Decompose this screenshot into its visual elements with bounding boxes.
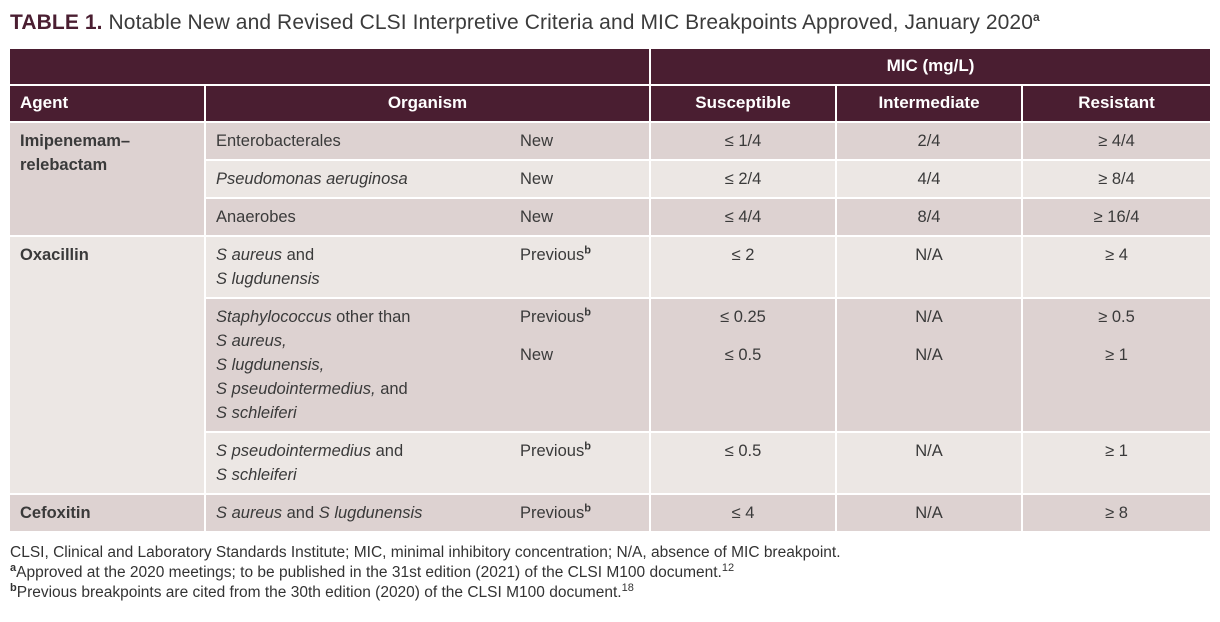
organism-cell: Pseudomonas aeruginosa: [205, 160, 510, 200]
resistant-cell: ≥ 4: [1022, 236, 1211, 300]
status-label: New: [520, 346, 554, 365]
resistant-cell: ≥ 16/4: [1022, 198, 1211, 238]
intermediate-cell: 4/4: [836, 160, 1023, 200]
footnote-superscript: b: [10, 581, 17, 594]
organism-cell: Anaerobes: [205, 198, 510, 238]
header-intermediate: Intermediate: [836, 85, 1023, 124]
breakpoints-table: MIC (mg/L) Agent Organism Susceptible In…: [10, 49, 1211, 532]
agent-cell: Cefoxitin: [10, 494, 206, 532]
table-row: Oxacillin S aureus and S lugdunensis Prev…: [10, 236, 1211, 496]
status-entry: New: [520, 167, 639, 191]
value: ≥ 1: [1105, 346, 1128, 365]
status-entry: New: [520, 129, 639, 153]
table-row: Staphylococcus other than S aureus, S lugd…: [10, 298, 1211, 434]
table-row: Cefoxitin S aureus and S lugdunensis Pre…: [10, 494, 1211, 532]
susceptible-cell: ≤ 2: [650, 236, 837, 300]
header-agent: Agent: [10, 85, 206, 124]
status-cell: New: [510, 122, 651, 162]
susceptible-cell: ≤ 4: [650, 494, 837, 532]
organism-cell: S aureus and S lugdunensis: [205, 494, 510, 532]
susceptible-cell: ≤ 0.5: [650, 432, 837, 496]
status-superscript: b: [584, 440, 591, 453]
footnotes: CLSI, Clinical and Laboratory Standards …: [10, 543, 1210, 603]
susceptible-cell: ≤ 0.25 ≤ 0.5: [650, 298, 837, 434]
status-label: New: [520, 208, 554, 227]
table-title-label: TABLE 1.: [10, 11, 103, 34]
intermediate-cell: N/A: [836, 236, 1023, 300]
organism-cell: Staphylococcus other than S aureus, S lugd…: [205, 298, 510, 434]
value: ≤ 0.25: [720, 308, 766, 327]
agent-cell: Imipenemam– relebactam: [10, 122, 206, 238]
footnote-reference: 18: [621, 581, 634, 594]
status-label: New: [520, 170, 554, 189]
status-label: Previous: [520, 308, 585, 327]
status-entry: Previousb: [520, 439, 639, 463]
footnote: CLSI, Clinical and Laboratory Standards …: [10, 543, 1210, 563]
intermediate-cell: N/A: [836, 432, 1023, 496]
organism-cell: S pseudointermedius and S schleiferi: [205, 432, 510, 496]
intermediate-cell: 8/4: [836, 198, 1023, 238]
organism-cell: S aureus and S lugdunensis: [205, 236, 510, 300]
value: ≥ 0.5: [1098, 308, 1135, 327]
status-cell: Previousb: [510, 236, 651, 300]
resistant-cell: ≥ 8: [1022, 494, 1211, 532]
table-row: Pseudomonas aeruginosa New ≤ 2/4 4/4 ≥ 8…: [10, 160, 1211, 200]
status-label: New: [520, 132, 554, 151]
status-cell: New: [510, 160, 651, 200]
header-spacer: [10, 49, 651, 87]
intermediate-cell: N/A N/A: [836, 298, 1023, 434]
intermediate-cell: 2/4: [836, 122, 1023, 162]
header-row-mic-group: MIC (mg/L): [10, 49, 1211, 87]
table-row: S pseudointermedius and S schleiferi Prev…: [10, 432, 1211, 496]
footnote-reference: 12: [721, 561, 735, 574]
table-title-text: Notable New and Revised CLSI Interpretiv…: [102, 11, 1033, 34]
table-header: MIC (mg/L) Agent Organism Susceptible In…: [10, 49, 1211, 124]
header-row-columns: Agent Organism Susceptible Intermediate …: [10, 85, 1211, 124]
footnote: bPrevious breakpoints are cited from the…: [10, 581, 1210, 603]
status-cell: New: [510, 198, 651, 238]
resistant-cell: ≥ 1: [1022, 432, 1211, 496]
header-susceptible: Susceptible: [650, 85, 837, 124]
agent-cell: Oxacillin: [10, 236, 206, 496]
status-entry: Previousb: [520, 305, 639, 329]
value: N/A: [915, 308, 943, 327]
status-entry: Previousb: [520, 243, 639, 267]
header-mic-group: MIC (mg/L): [650, 49, 1211, 87]
resistant-cell: ≥ 4/4: [1022, 122, 1211, 162]
footnote: aApproved at the 2020 meetings; to be pu…: [10, 561, 1210, 583]
value: N/A: [915, 346, 943, 365]
status-label: Previous: [520, 442, 585, 461]
status-label: Previous: [520, 246, 585, 265]
table-title: TABLE 1. Notable New and Revised CLSI In…: [10, 10, 1210, 36]
table-title-superscript: a: [1032, 10, 1040, 24]
status-superscript: b: [584, 502, 591, 515]
susceptible-cell: ≤ 4/4: [650, 198, 837, 238]
header-organism: Organism: [205, 85, 651, 124]
organism-cell: Enterobacterales: [205, 122, 510, 162]
status-label: Previous: [520, 504, 585, 523]
footnote-superscript: a: [10, 561, 17, 574]
header-resistant: Resistant: [1022, 85, 1211, 124]
intermediate-cell: N/A: [836, 494, 1023, 532]
table-body: Imipenemam– relebactam Enterobacterales N…: [10, 122, 1211, 532]
status-cell: Previousb New: [510, 298, 651, 434]
susceptible-cell: ≤ 2/4: [650, 160, 837, 200]
status-superscript: b: [584, 306, 591, 319]
table-row: Imipenemam– relebactam Enterobacterales N…: [10, 122, 1211, 238]
resistant-cell: ≥ 0.5 ≥ 1: [1022, 298, 1211, 434]
status-entry: New: [520, 205, 639, 229]
footnote-text: Approved at the 2020 meetings; to be pub…: [16, 564, 722, 582]
footnote-text: Previous breakpoints are cited from the …: [16, 584, 622, 602]
status-entry: Previousb: [520, 501, 639, 525]
resistant-cell: ≥ 8/4: [1022, 160, 1211, 200]
status-superscript: b: [584, 244, 591, 257]
status-entry: New: [520, 343, 639, 367]
susceptible-cell: ≤ 1/4: [650, 122, 837, 162]
footnote-text: CLSI, Clinical and Laboratory Standards …: [10, 544, 841, 562]
status-cell: Previousb: [510, 494, 651, 532]
status-cell: Previousb: [510, 432, 651, 496]
value: ≤ 0.5: [724, 346, 762, 365]
table-row: Anaerobes New ≤ 4/4 8/4 ≥ 16/4: [10, 198, 1211, 238]
